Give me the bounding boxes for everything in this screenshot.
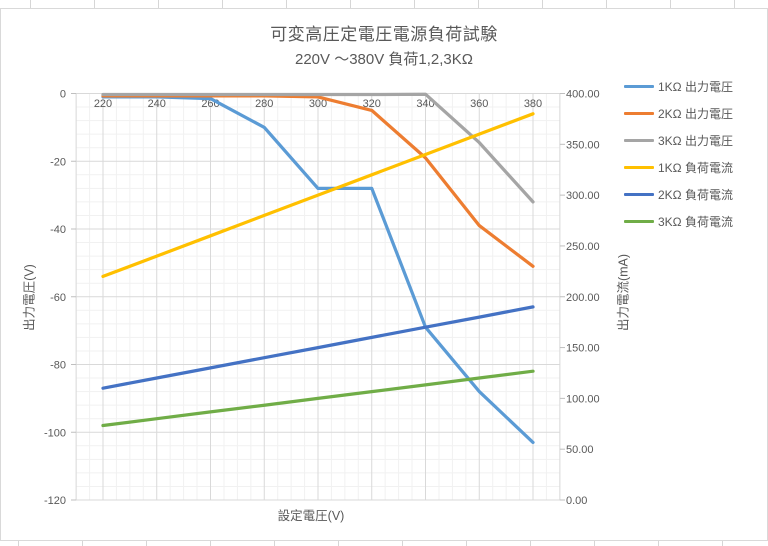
right-axis-tick-label: 0.00 <box>566 495 587 507</box>
left-axis-tick-label: -80 <box>50 360 66 372</box>
x-axis-tick-label: 220 <box>94 98 112 110</box>
x-axis-tick-label: 300 <box>309 98 327 110</box>
legend-item-6[interactable]: 3KΩ 負荷電流 <box>624 215 733 229</box>
right-axis-tick-label: 50.00 <box>566 444 594 456</box>
x-axis-tick-label: 360 <box>470 98 488 110</box>
left-axis-tick-label: -20 <box>50 156 66 168</box>
legend-label: 2KΩ 出力電圧 <box>658 107 733 121</box>
worksheet-grid-bottom <box>0 541 768 546</box>
left-axis-tick-label: -100 <box>44 427 66 439</box>
right-axis-tick-label: 200.00 <box>566 292 600 304</box>
legend-item-3[interactable]: 3KΩ 出力電圧 <box>624 134 733 148</box>
series-line-6[interactable] <box>101 369 535 428</box>
x-axis-title: 設定電圧(V) <box>277 509 345 523</box>
legend: 1KΩ 出力電圧 2KΩ 出力電圧 3KΩ 出力電圧 1KΩ 負荷電流 2KΩ 負荷電流… <box>624 80 733 229</box>
legend-swatch <box>624 112 654 115</box>
right-axis-tick-label: 300.00 <box>566 190 600 202</box>
gridlines-major <box>75 93 561 501</box>
left-axis-tick-label: -120 <box>44 495 66 507</box>
left-axis-title: 出力電圧(V) <box>22 264 37 331</box>
right-axis-tick-label: 100.00 <box>566 393 600 405</box>
legend-item-1[interactable]: 1KΩ 出力電圧 <box>624 80 733 94</box>
legend-label: 3KΩ 負荷電流 <box>658 215 733 229</box>
legend-swatch <box>624 139 654 142</box>
series-lines <box>101 92 535 445</box>
legend-label: 1KΩ 負荷電流 <box>658 161 733 175</box>
legend-swatch <box>624 220 654 223</box>
axis-tick-marks <box>71 93 565 501</box>
right-axis-tick-label: 250.00 <box>566 241 600 253</box>
chart-subtitle: 220V ～380V 負荷1,2,3KΩ <box>295 51 473 68</box>
x-axis-tick-label: 340 <box>416 98 434 110</box>
right-axis-title: 出力電流(mA) <box>616 253 631 332</box>
worksheet-grid-top <box>0 0 768 8</box>
legend-item-4[interactable]: 1KΩ 負荷電流 <box>624 161 733 175</box>
legend-label: 1KΩ 出力電圧 <box>658 80 733 94</box>
right-axis-tick-label: 150.00 <box>566 343 600 355</box>
legend-label: 2KΩ 負荷電流 <box>658 188 733 202</box>
series-line-3[interactable] <box>101 92 535 204</box>
chart-title: 可変高圧定電圧電源負荷試験 <box>270 25 498 44</box>
series-line-5[interactable] <box>101 305 535 390</box>
x-axis-tick-label: 240 <box>148 98 166 110</box>
x-axis-tick-label: 380 <box>524 98 542 110</box>
x-axis-tick-label: 320 <box>363 98 381 110</box>
legend-label: 3KΩ 出力電圧 <box>658 134 733 148</box>
left-axis-tick-label: 0 <box>60 89 66 101</box>
legend-item-2[interactable]: 2KΩ 出力電圧 <box>624 107 733 121</box>
series-line-4[interactable] <box>101 112 535 279</box>
legend-swatch <box>624 85 654 88</box>
left-axis-tick-label: -40 <box>50 224 66 236</box>
right-axis-tick-label: 400.00 <box>566 89 600 101</box>
x-axis-tick-label: 280 <box>255 98 273 110</box>
right-axis-tick-label: 350.00 <box>566 139 600 151</box>
legend-item-5[interactable]: 2KΩ 負荷電流 <box>624 188 733 202</box>
axis-tick-labels: 0 -20 -40 -60 -80 -100 -120 400.00 350.00 300.00 2… <box>44 89 600 508</box>
left-axis-tick-label: -60 <box>50 292 66 304</box>
legend-swatch <box>624 193 654 196</box>
legend-swatch <box>624 166 654 169</box>
